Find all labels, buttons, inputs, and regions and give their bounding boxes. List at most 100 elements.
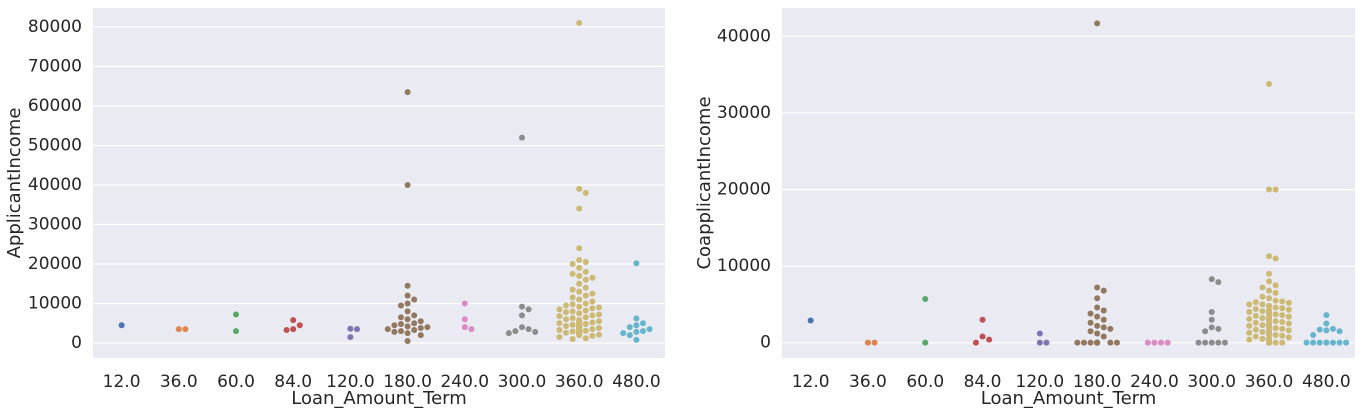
- point: [384, 326, 391, 333]
- x-tick-label: 360.0: [1245, 372, 1294, 392]
- point: [1259, 315, 1266, 322]
- point: [871, 339, 878, 346]
- point: [633, 336, 640, 343]
- point: [512, 328, 519, 335]
- point: [1252, 299, 1259, 306]
- x-tick-label: 120.0: [326, 372, 375, 392]
- point: [596, 311, 602, 318]
- point: [1323, 320, 1330, 327]
- point: [1246, 329, 1253, 336]
- x-tick-label: 180.0: [1073, 372, 1122, 392]
- point: [404, 330, 411, 337]
- point: [979, 316, 986, 323]
- x-tick-label: 84.0: [964, 372, 1002, 392]
- point: [589, 326, 596, 333]
- point: [563, 329, 569, 336]
- point: [1310, 339, 1317, 346]
- point: [563, 323, 569, 330]
- point: [596, 304, 602, 311]
- point: [1272, 255, 1279, 262]
- point: [1272, 325, 1279, 332]
- point: [519, 324, 525, 331]
- point: [1164, 339, 1171, 346]
- y-axis-label: CoapplicantIncome: [694, 96, 715, 269]
- point: [1208, 324, 1215, 331]
- point: [1336, 328, 1343, 335]
- point: [411, 312, 418, 319]
- point: [589, 290, 596, 297]
- point: [569, 321, 576, 328]
- point: [532, 328, 539, 335]
- point: [582, 268, 589, 275]
- point: [596, 318, 602, 325]
- point: [563, 316, 569, 323]
- point: [1266, 278, 1273, 285]
- point: [633, 322, 640, 329]
- point: [1323, 339, 1330, 346]
- y-tick-label: 30000: [28, 214, 82, 234]
- point: [398, 302, 404, 309]
- point: [1202, 328, 1209, 335]
- point: [576, 280, 583, 287]
- point: [468, 326, 475, 333]
- point: [1158, 339, 1165, 346]
- x-tick-label: 360.0: [555, 372, 604, 392]
- point: [1259, 293, 1266, 300]
- point: [582, 327, 589, 334]
- point: [1100, 307, 1107, 314]
- point: [505, 330, 512, 337]
- point: [1259, 301, 1266, 308]
- point: [1080, 339, 1087, 346]
- point: [1100, 287, 1107, 294]
- point: [569, 260, 576, 267]
- point: [1259, 335, 1266, 342]
- x-tick-label: 36.0: [160, 372, 198, 392]
- point: [1100, 333, 1107, 340]
- y-tick-label: 0: [71, 333, 82, 353]
- point: [1329, 339, 1336, 346]
- point: [582, 335, 589, 342]
- point: [417, 318, 424, 325]
- point: [391, 322, 398, 329]
- point: [556, 334, 563, 341]
- y-tick-label: 10000: [717, 256, 771, 276]
- x-tick-label: 300.0: [1187, 372, 1236, 392]
- point: [576, 245, 583, 252]
- point: [1279, 339, 1286, 346]
- point: [569, 301, 576, 308]
- point: [1100, 324, 1107, 331]
- point: [1266, 80, 1273, 87]
- point: [1107, 325, 1114, 332]
- point: [864, 339, 871, 346]
- point: [1323, 327, 1330, 334]
- point: [626, 324, 633, 331]
- y-tick-label: 70000: [28, 56, 82, 76]
- point: [589, 319, 596, 326]
- x-tick-label: 300.0: [498, 372, 547, 392]
- point: [576, 288, 583, 295]
- x-tick-label: 240.0: [440, 372, 489, 392]
- point: [972, 339, 979, 346]
- y-tick-label: 40000: [717, 26, 771, 46]
- x-tick-label: 480.0: [1302, 372, 1351, 392]
- point: [525, 306, 532, 313]
- point: [1094, 330, 1101, 337]
- point: [1272, 289, 1279, 296]
- point: [1246, 309, 1253, 316]
- point: [1279, 305, 1286, 312]
- point: [582, 307, 589, 314]
- point: [519, 303, 525, 310]
- point: [556, 320, 563, 327]
- point: [979, 333, 986, 340]
- point: [1259, 308, 1266, 315]
- point: [1094, 313, 1101, 320]
- point: [1208, 339, 1215, 346]
- point: [347, 334, 354, 341]
- point: [1272, 297, 1279, 304]
- point: [576, 310, 583, 317]
- point: [1272, 332, 1279, 339]
- point: [233, 328, 239, 335]
- y-axis-label: ApplicantIncome: [4, 108, 25, 259]
- point: [569, 308, 576, 315]
